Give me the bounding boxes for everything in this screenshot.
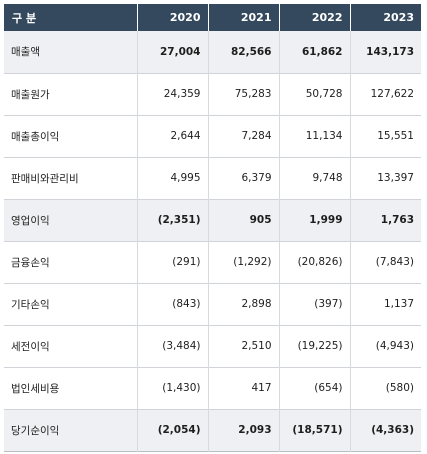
header-row: 구 분 2020 2021 2022 2023 [4, 4, 421, 31]
row-label: 세전이익 [11, 340, 50, 353]
row-label: 당기순이익 [4, 409, 137, 451]
cell-value: 9,748 [278, 157, 350, 199]
cell-value: 50,728 [278, 73, 350, 115]
table-header: 구 분 2020 2021 2022 2023 [4, 4, 421, 31]
row-label: 매출액 [4, 31, 137, 73]
cell-value: 2,510 [207, 325, 279, 367]
cell-value: (654) [278, 367, 350, 409]
cell-value: 2,093 [207, 409, 279, 451]
cell-value: 6,379 [207, 157, 279, 199]
header-category: 구 분 [4, 4, 137, 31]
cell-value: 1,999 [278, 199, 350, 241]
cell-value: 905 [207, 199, 279, 241]
cell-value: 1,763 [349, 199, 421, 241]
table-row: 법인세비용 (1,430) 417 (654) (580) [4, 367, 421, 409]
header-year-2022: 2022 [278, 4, 350, 31]
cell-value: (291) [136, 241, 208, 283]
table-row: 매출총이익 2,644 7,284 11,134 15,551 [4, 115, 421, 157]
table-row: 판매비와관리비 4,995 6,379 9,748 13,397 [4, 157, 421, 199]
cell-value: (7,843) [349, 241, 421, 283]
row-label: 법인세비용 [11, 382, 60, 395]
cell-value: (2,054) [136, 409, 208, 451]
cell-value: 27,004 [136, 31, 208, 73]
cell-value: (1,430) [136, 367, 208, 409]
cell-value: 7,284 [207, 115, 279, 157]
table-row: 매출액 27,004 82,566 61,862 143,173 [4, 31, 421, 73]
cell-value: 11,134 [278, 115, 350, 157]
cell-value: 13,397 [349, 157, 421, 199]
row-label: 기타손익 [11, 298, 50, 311]
cell-value: 61,862 [278, 31, 350, 73]
cell-value: (4,943) [349, 325, 421, 367]
cell-value: (20,826) [278, 241, 350, 283]
row-label: 금융손익 [11, 256, 50, 269]
header-year-2023: 2023 [349, 4, 421, 31]
table-row: 매출원가 24,359 75,283 50,728 127,622 [4, 73, 421, 115]
header-year-2021: 2021 [207, 4, 279, 31]
cell-value: 1,137 [349, 283, 421, 325]
row-label: 매출총이익 [11, 130, 60, 143]
cell-value: 417 [207, 367, 279, 409]
cell-value: 143,173 [349, 31, 421, 73]
cell-value: 75,283 [207, 73, 279, 115]
cell-value: 4,995 [136, 157, 208, 199]
cell-value: 127,622 [349, 73, 421, 115]
table-row: 영업이익 (2,351) 905 1,999 1,763 [4, 199, 421, 241]
cell-value: 24,359 [136, 73, 208, 115]
row-label: 매출원가 [11, 88, 50, 101]
income-statement-table: 구 분 2020 2021 2022 2023 매출액 27,004 82,56… [4, 4, 421, 452]
cell-value: (4,363) [349, 409, 421, 451]
cell-value: (19,225) [278, 325, 350, 367]
cell-value: (1,292) [207, 241, 279, 283]
row-label: 판매비와관리비 [11, 172, 79, 185]
row-label: 영업이익 [4, 199, 137, 241]
cell-value: (3,484) [136, 325, 208, 367]
table-row: 기타손익 (843) 2,898 (397) 1,137 [4, 283, 421, 325]
cell-value: (2,351) [136, 199, 208, 241]
cell-value: (843) [136, 283, 208, 325]
cell-value: 82,566 [207, 31, 279, 73]
header-year-2020: 2020 [136, 4, 208, 31]
table-row: 금융손익 (291) (1,292) (20,826) (7,843) [4, 241, 421, 283]
cell-value: 2,644 [136, 115, 208, 157]
cell-value: 15,551 [349, 115, 421, 157]
cell-value: (580) [349, 367, 421, 409]
table-body: 매출액 27,004 82,566 61,862 143,173 매출원가 24… [4, 31, 421, 451]
cell-value: (397) [278, 283, 350, 325]
cell-value: (18,571) [278, 409, 350, 451]
cell-value: 2,898 [207, 283, 279, 325]
table-row: 세전이익 (3,484) 2,510 (19,225) (4,943) [4, 325, 421, 367]
table-row: 당기순이익 (2,054) 2,093 (18,571) (4,363) [4, 409, 421, 451]
